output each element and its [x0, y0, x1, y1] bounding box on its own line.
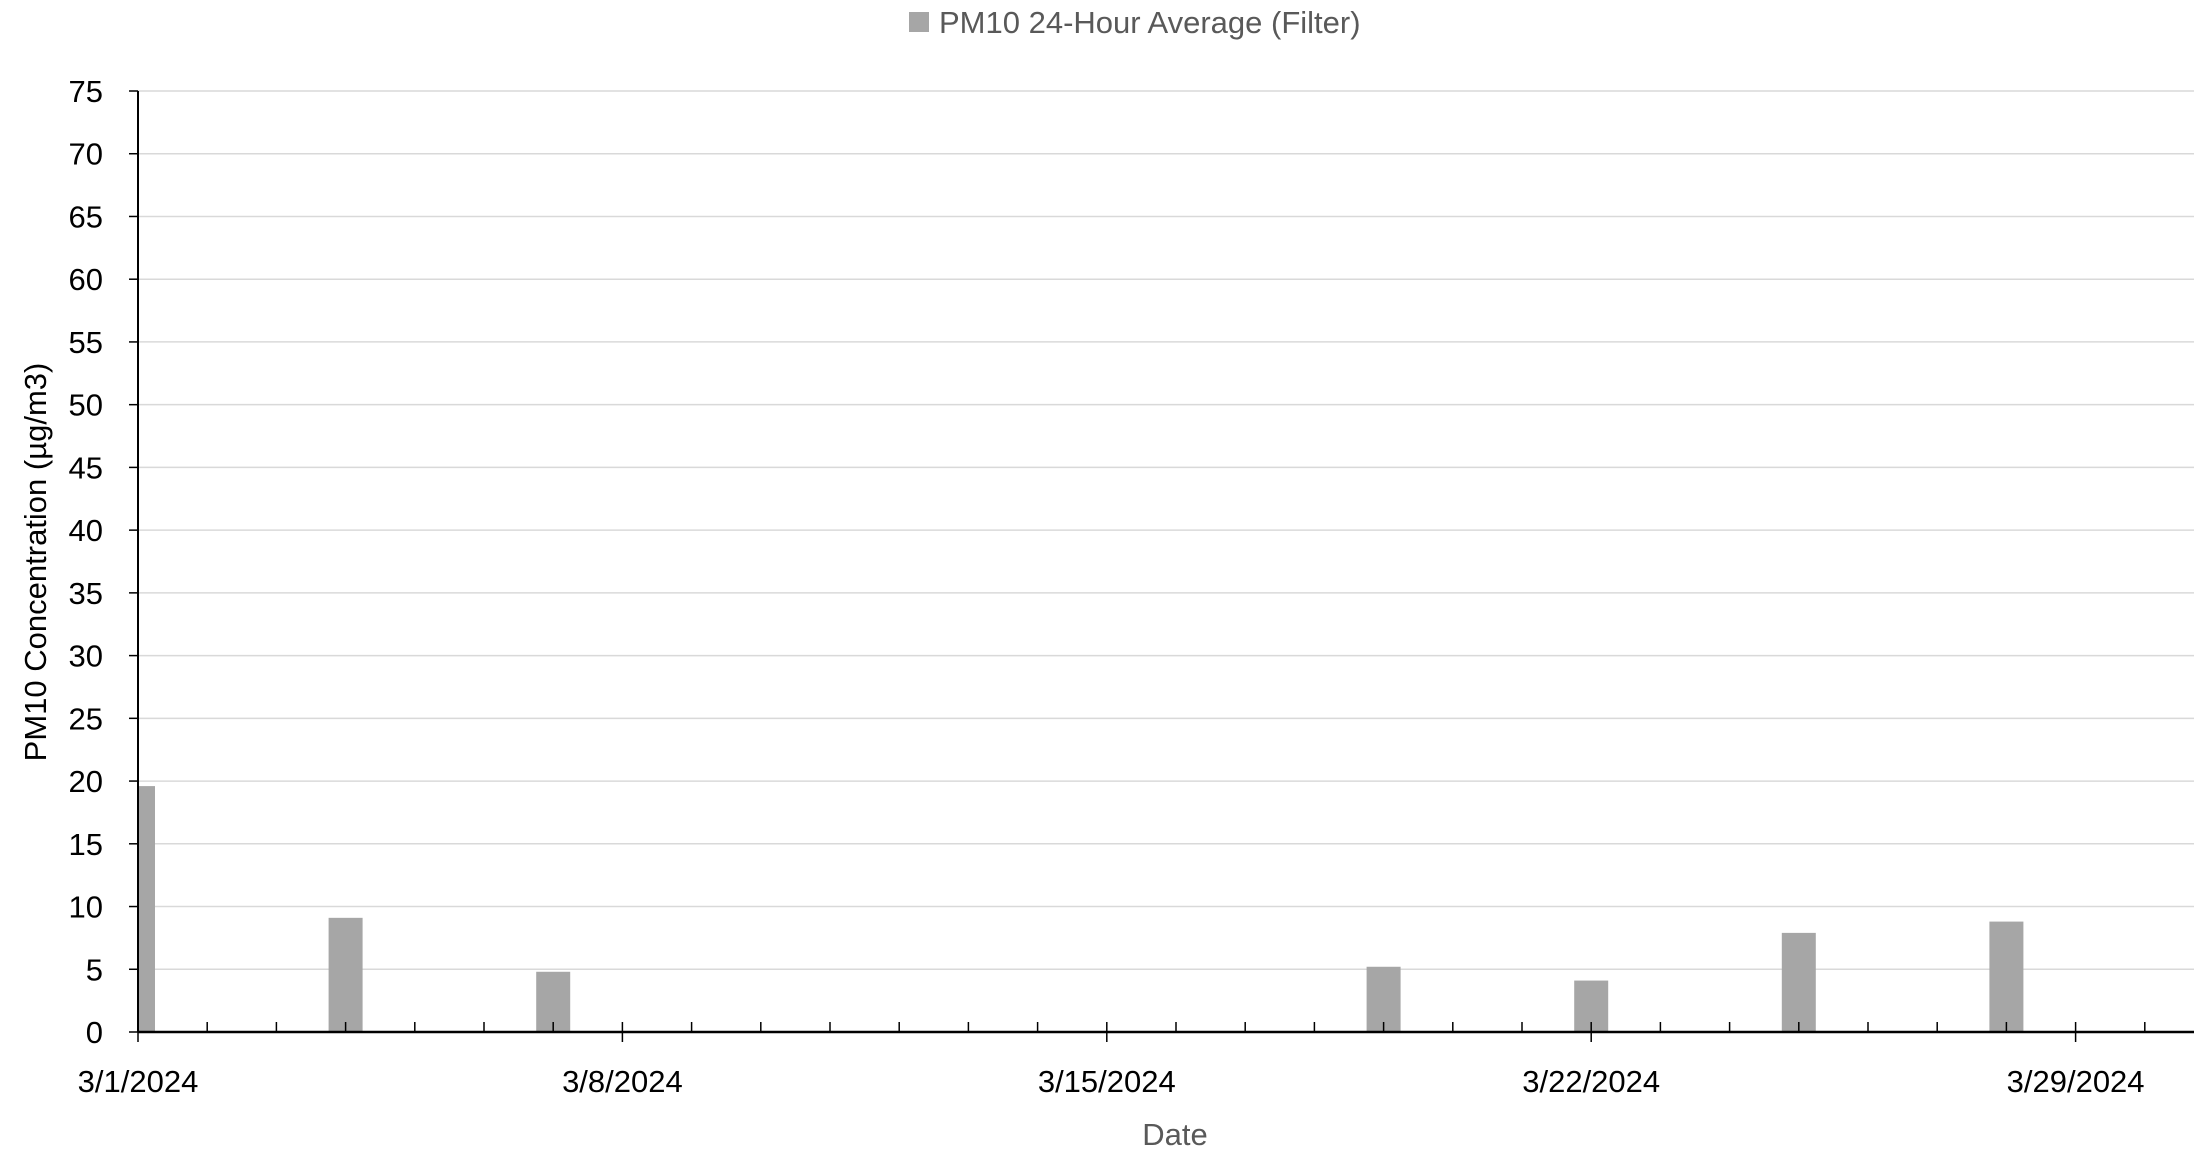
legend-label: PM10 24-Hour Average (Filter)	[939, 5, 1361, 40]
gridlines	[138, 90, 2194, 971]
x-tick-label: 3/29/2024	[2007, 1064, 2145, 1099]
x-tick-label: 3/8/2024	[562, 1064, 683, 1099]
y-tick-label: 30	[69, 639, 103, 674]
x-tick-label: 3/22/2024	[1522, 1064, 1660, 1099]
y-tick-label: 50	[69, 388, 103, 423]
y-tick-label: 25	[69, 701, 103, 736]
y-tick-label: 10	[69, 890, 103, 925]
y-axis-title: PM10 Concentration (µg/m3)	[18, 363, 53, 762]
bar	[328, 917, 363, 1032]
bar	[138, 786, 155, 1032]
bar	[1989, 921, 2024, 1032]
x-axis-title: Date	[1142, 1117, 1207, 1151]
y-tick-label: 55	[69, 325, 103, 360]
y-tick-label: 35	[69, 576, 103, 611]
bars	[138, 786, 2024, 1032]
y-tick-label: 65	[69, 199, 103, 234]
y-tick-label: 45	[69, 450, 103, 485]
y-tick-label: 70	[69, 137, 103, 172]
y-axis-ticks: 0 5 10 15 20 25 30 35 40 45 50 55 60 65 70 75	[69, 74, 138, 1050]
y-tick-label: 20	[69, 764, 103, 799]
legend: PM10 24-Hour Average (Filter)	[909, 5, 1361, 40]
y-tick-label: 15	[69, 827, 103, 862]
x-tick-label: 3/1/2024	[78, 1064, 199, 1099]
y-tick-label: 5	[86, 952, 103, 987]
x-tick-label: 3/15/2024	[1038, 1064, 1176, 1099]
bar	[1366, 966, 1401, 1032]
bar	[536, 971, 571, 1032]
bar	[1781, 932, 1816, 1032]
y-tick-label: 40	[69, 513, 103, 548]
x-axis: 3/1/2024 3/8/2024 3/15/2024 3/22/2024 3/29/2…	[78, 1022, 2194, 1099]
legend-swatch	[909, 12, 929, 32]
y-tick-label: 0	[86, 1015, 103, 1050]
y-tick-label: 60	[69, 262, 103, 297]
y-tick-label: 75	[69, 74, 103, 109]
